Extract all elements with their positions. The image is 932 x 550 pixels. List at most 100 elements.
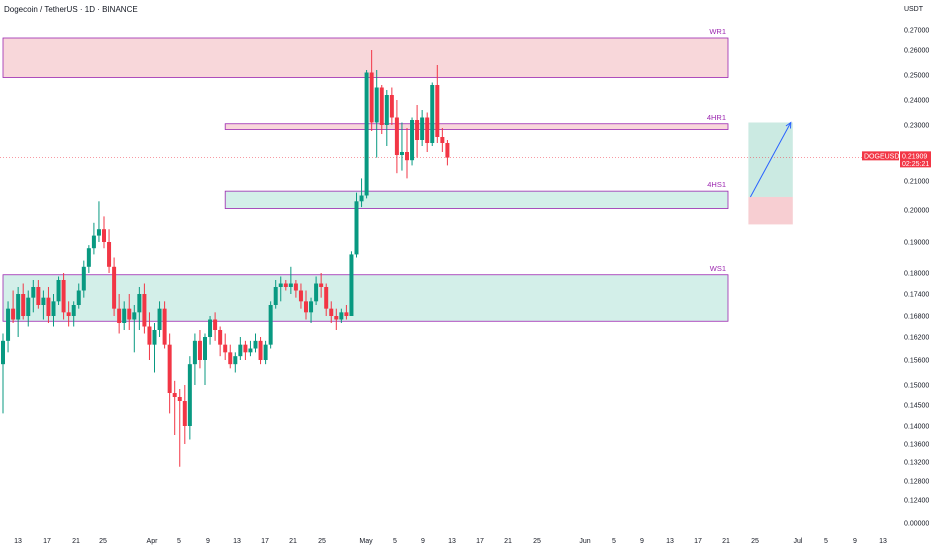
candle-body bbox=[197, 340, 202, 360]
candle-body bbox=[405, 152, 409, 161]
x-tick-label: 13 bbox=[233, 538, 241, 545]
candle-body bbox=[16, 294, 21, 320]
candle-body bbox=[384, 95, 389, 125]
y-tick-label: 0.21000 bbox=[904, 179, 929, 186]
candle-body bbox=[243, 344, 248, 353]
zone-wr1 bbox=[2, 37, 729, 78]
zone-4hr1 bbox=[224, 123, 729, 130]
candle-body bbox=[6, 308, 11, 341]
x-tick-label: 25 bbox=[99, 538, 107, 545]
candle-body bbox=[324, 287, 329, 309]
x-tick-label: May bbox=[359, 538, 373, 545]
x-tick-label: 25 bbox=[318, 538, 326, 545]
candle-body bbox=[1, 340, 5, 365]
y-tick-label: 0.19000 bbox=[904, 240, 929, 247]
candle-body bbox=[364, 72, 369, 196]
candle-body bbox=[374, 87, 379, 123]
y-tick-label: 0.24000 bbox=[904, 98, 929, 105]
y-tick-label: 0.20000 bbox=[904, 208, 929, 215]
candle-body bbox=[11, 308, 16, 320]
candle-body bbox=[71, 305, 76, 316]
candle-body bbox=[86, 248, 91, 267]
candle-body bbox=[369, 72, 374, 123]
y-tick-label: 0.27000 bbox=[904, 28, 929, 35]
candle-body bbox=[410, 120, 415, 161]
x-tick-label: 17 bbox=[43, 538, 51, 545]
candle-body bbox=[51, 301, 56, 316]
projection-arrow-head bbox=[785, 121, 792, 129]
candle-body bbox=[339, 312, 344, 320]
x-tick-label: 13 bbox=[666, 538, 674, 545]
chart-title: Dogecoin / TetherUS · 1D · BINANCE bbox=[4, 5, 138, 14]
candle-body bbox=[399, 152, 404, 155]
candle-body bbox=[349, 254, 354, 316]
candle-body bbox=[379, 87, 384, 125]
candle-body bbox=[137, 294, 142, 313]
candle-body bbox=[203, 337, 207, 360]
x-tick-label: 13 bbox=[14, 538, 22, 545]
candle-body bbox=[147, 326, 152, 345]
price-unit-label: USDT bbox=[903, 6, 923, 13]
candle-body bbox=[41, 297, 46, 305]
y-tick-label: 0.12800 bbox=[904, 479, 929, 486]
candle-body bbox=[76, 290, 81, 305]
candle-body bbox=[298, 290, 303, 302]
candle-body bbox=[112, 266, 117, 309]
candle-body bbox=[31, 287, 36, 298]
candle-body bbox=[167, 344, 172, 393]
y-tick-label: 0.13600 bbox=[904, 442, 929, 449]
x-tick-label: 9 bbox=[206, 538, 210, 545]
candle-body bbox=[344, 312, 349, 316]
candle-body bbox=[258, 340, 263, 360]
y-tick-label: 0.18000 bbox=[904, 271, 929, 278]
x-tick-label: 5 bbox=[393, 538, 397, 545]
candle-body bbox=[415, 120, 420, 140]
candle-body bbox=[248, 348, 253, 353]
candle-body bbox=[223, 344, 228, 353]
y-tick-label: 0.15000 bbox=[904, 383, 929, 390]
y-tick-label: 0.14000 bbox=[904, 424, 929, 431]
candle-body bbox=[56, 280, 61, 302]
candle-body bbox=[278, 283, 283, 287]
y-tick-label: 0.16200 bbox=[904, 335, 929, 342]
candle-body bbox=[268, 305, 273, 345]
y-tick-label: 0.26000 bbox=[904, 48, 929, 55]
candle-body bbox=[435, 85, 440, 137]
candle-body bbox=[127, 308, 132, 320]
y-tick-label: 0.16800 bbox=[904, 314, 929, 321]
y-tick-label: 0.25000 bbox=[904, 73, 929, 80]
x-tick-label: 5 bbox=[177, 538, 181, 545]
candle-body bbox=[182, 401, 187, 426]
candle-body bbox=[107, 242, 112, 267]
candle-body bbox=[329, 308, 334, 316]
x-tick-label: 13 bbox=[879, 538, 887, 545]
candle-body bbox=[91, 235, 96, 249]
candle-body bbox=[233, 356, 238, 365]
x-tick-label: Jun bbox=[579, 538, 590, 545]
position-stop-box bbox=[748, 196, 793, 225]
last-price-tag-box bbox=[900, 151, 931, 168]
candle-body bbox=[394, 117, 399, 155]
candle-body bbox=[440, 137, 445, 143]
x-tick-label: Jul bbox=[794, 538, 803, 545]
candle-body bbox=[102, 229, 106, 242]
y-tick-label: 0.15600 bbox=[904, 358, 929, 365]
zone-label-4hr1: 4HR1 bbox=[707, 113, 726, 122]
candle-body bbox=[192, 340, 197, 365]
candle-body bbox=[253, 340, 258, 349]
candle-body bbox=[354, 201, 359, 255]
last-price-tag-countdown: 02:25:21 bbox=[902, 161, 929, 168]
candle-body bbox=[304, 301, 308, 313]
zone-label-wr1: WR1 bbox=[709, 27, 726, 36]
y-tick-label: 0.00000 bbox=[904, 521, 929, 528]
candle-body bbox=[334, 316, 339, 320]
zone-4hs1 bbox=[224, 190, 729, 209]
x-tick-label: 13 bbox=[448, 538, 456, 545]
candle-body bbox=[218, 330, 223, 345]
candle-body bbox=[430, 85, 435, 143]
candle-body bbox=[273, 287, 278, 305]
candle-body bbox=[122, 308, 127, 323]
x-tick-label: 17 bbox=[694, 538, 702, 545]
candle-body bbox=[389, 95, 394, 118]
